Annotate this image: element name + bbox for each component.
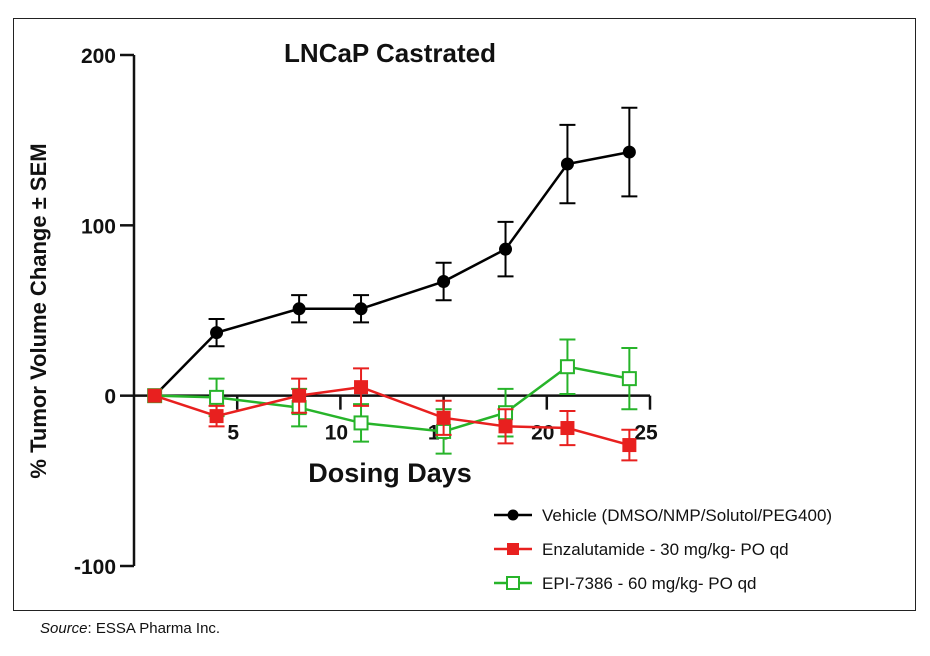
series-enzalutamide	[147, 367, 638, 462]
legend-entry: EPI-7386 - 60 mg/kg- PO qd	[494, 574, 757, 593]
y-axis-label: % Tumor Volume Change ± SEM	[26, 143, 51, 478]
y-tick-label: -100	[74, 556, 116, 579]
legend-label: Enzalutamide - 30 mg/kg- PO qd	[542, 540, 789, 559]
legend-entry: Enzalutamide - 30 mg/kg- PO qd	[494, 540, 789, 559]
data-point	[210, 326, 224, 340]
y-tick-label: 0	[104, 386, 116, 409]
data-point	[209, 409, 224, 424]
legend-marker	[506, 576, 520, 590]
data-point	[353, 415, 369, 431]
legend-marker	[507, 509, 519, 521]
legend-label: EPI-7386 - 60 mg/kg- PO qd	[542, 574, 757, 593]
legend-entry: Vehicle (DMSO/NMP/Solutol/PEG400)	[494, 506, 832, 525]
chart-title: LNCaP Castrated	[284, 38, 496, 68]
data-point	[436, 410, 451, 425]
source-note: Source: ESSA Pharma Inc.	[40, 620, 220, 637]
data-point	[147, 388, 162, 403]
data-point	[292, 302, 306, 316]
data-point	[354, 302, 368, 316]
x-tick-label: 5	[227, 422, 239, 445]
source-text: : ESSA Pharma Inc.	[87, 620, 221, 637]
data-point	[560, 157, 574, 171]
series-vehicle	[148, 106, 638, 403]
data-point	[437, 275, 451, 289]
data-point	[622, 438, 637, 453]
chart-frame	[13, 18, 916, 611]
data-point	[560, 421, 575, 436]
data-point	[622, 145, 636, 159]
x-tick-label: 20	[531, 422, 554, 445]
data-point	[621, 371, 637, 387]
data-point	[354, 380, 369, 395]
legend-label: Vehicle (DMSO/NMP/Solutol/PEG400)	[542, 506, 832, 525]
data-point	[292, 388, 307, 403]
data-point	[209, 389, 225, 405]
legend-marker	[507, 543, 519, 555]
y-tick-label: 100	[81, 215, 116, 238]
x-axis-label: Dosing Days	[308, 458, 472, 488]
source-prefix: Source	[40, 620, 88, 637]
series-line	[153, 150, 630, 397]
x-tick-label: 10	[325, 422, 348, 445]
data-point	[498, 419, 513, 434]
data-point	[499, 242, 513, 256]
y-tick-label: 200	[81, 45, 116, 68]
series-line	[154, 365, 630, 433]
x-tick-label: 25	[634, 422, 658, 445]
data-point	[559, 359, 575, 375]
series-line	[154, 385, 630, 447]
